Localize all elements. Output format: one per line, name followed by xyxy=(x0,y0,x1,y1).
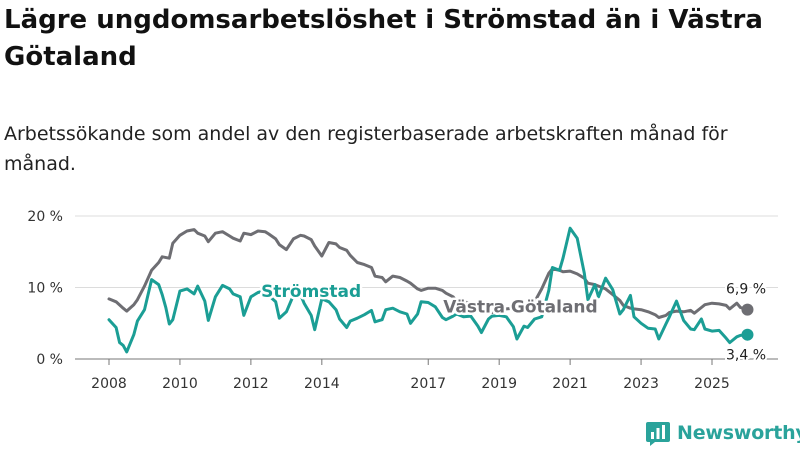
x-tick-label-2021: 2021 xyxy=(552,376,588,392)
x-tick-label-2023: 2023 xyxy=(623,376,659,392)
brand-name: Newsworthy xyxy=(677,422,800,444)
y-tick-label-0: 0 % xyxy=(36,352,63,368)
end-label-stromstad: 3,4 % xyxy=(726,348,766,364)
end-marker-vastra-gotaland xyxy=(741,303,754,316)
chart-title: Lägre ungdomsarbetslöshet i Strömstad än… xyxy=(4,5,763,72)
y-tick-label-20: 20 % xyxy=(27,209,63,225)
x-tick-label-2014: 2014 xyxy=(304,376,340,392)
x-tick-label-2019: 2019 xyxy=(481,376,517,392)
label-layer: Strömstad Västra Götaland 6,9 % 3,4 % xyxy=(259,279,768,365)
newsworthy-logo-icon xyxy=(646,422,670,446)
x-tick-label-2008: 2008 xyxy=(91,376,127,392)
series-label-vastra-gotaland: Västra Götaland xyxy=(443,298,598,318)
y-tick-label-10: 10 % xyxy=(27,281,63,297)
axis-layer: 0 % 10 % 20 % 2008 2010 2012 2014 2017 2019 2021 2… xyxy=(27,209,729,392)
end-marker-stromstad xyxy=(741,328,754,341)
chart-subtitle: Arbetssökande som andel av den registerb… xyxy=(4,123,728,175)
series-layer xyxy=(107,226,754,354)
x-tick-label-2025: 2025 xyxy=(694,376,730,392)
series-line-vastra-gotaland xyxy=(107,228,749,319)
x-tick-label-2010: 2010 xyxy=(162,376,198,392)
x-tick-label-2017: 2017 xyxy=(410,376,446,392)
newsworthy-brand: Newsworthy xyxy=(645,419,800,447)
end-label-vastra-gotaland: 6,9 % xyxy=(726,282,766,298)
series-label-stromstad: Strömstad xyxy=(261,282,361,302)
x-tick-label-2012: 2012 xyxy=(233,376,269,392)
series-line-stromstad xyxy=(107,226,749,354)
